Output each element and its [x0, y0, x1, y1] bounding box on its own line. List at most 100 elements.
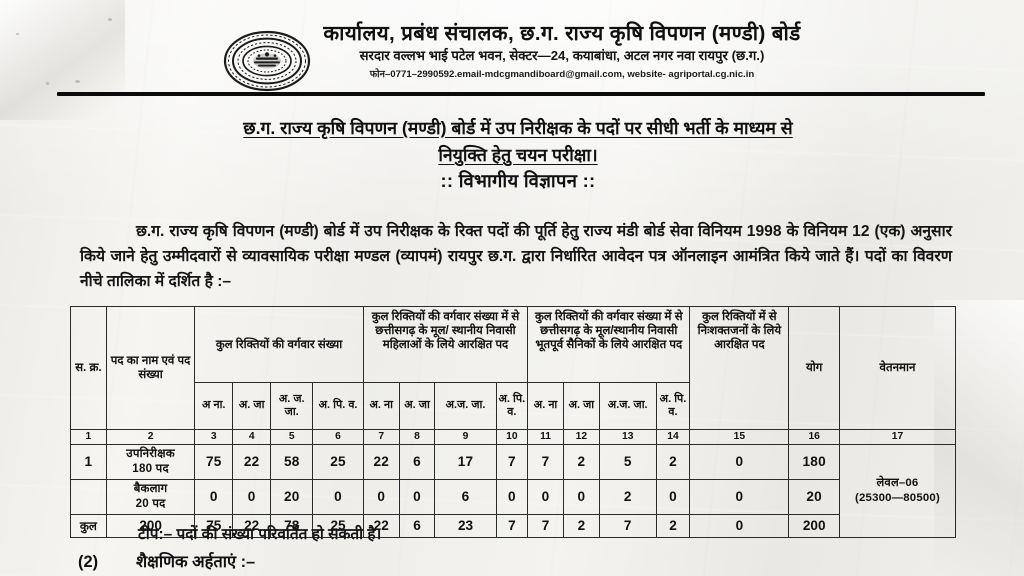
- total-value: 7: [495, 514, 529, 538]
- total-sum: 200: [788, 514, 840, 538]
- row-post-name: बैकलाग: [133, 482, 168, 496]
- row-value: 20: [270, 479, 314, 515]
- header-category-cell: अ. जा: [232, 382, 272, 430]
- row-value: 0: [194, 479, 234, 515]
- office-address: सरदार वल्लभ भाई पटेल भवन, सेक्टर—24, कया…: [359, 48, 765, 64]
- row-value: 0: [527, 479, 564, 515]
- office-title: कार्यालय, प्रबंध संचालक, छ.ग. राज्य कृषि…: [323, 22, 801, 45]
- row-value: 5: [598, 444, 657, 480]
- col-number: 15: [689, 429, 790, 445]
- row-value: 58: [270, 444, 314, 480]
- section-2-heading: (2) शैक्षणिक अर्हताएं :–: [78, 549, 255, 572]
- row-value: 0: [562, 479, 600, 515]
- total-value: 2: [655, 514, 691, 538]
- pay-level: लेवल–06: [876, 476, 919, 489]
- total-value: 7: [598, 514, 657, 538]
- col-number: 17: [838, 429, 957, 445]
- col-number: 4: [232, 429, 272, 445]
- total-value: 6: [398, 514, 436, 538]
- header-exservicemen-reserved: कुल रिक्तियों की वर्गवार संख्या में से छ…: [527, 306, 691, 383]
- table-note: टीप:– पदों की संख्या परिवर्तित हो सकती ह…: [138, 526, 382, 543]
- header-total-vacancies-categorywise: कुल रिक्तियों की वर्गवार संख्या: [194, 306, 364, 383]
- col-number: 7: [362, 429, 400, 445]
- col-number: 11: [527, 429, 564, 445]
- total-value: 23: [434, 514, 497, 538]
- row-value: 2: [598, 479, 657, 515]
- advertisement-heading: :: विभागीय विज्ञापन ::: [440, 170, 596, 191]
- table-row: 1 उपनिरीक्षक 180 पद 75 22 58 25 22 6 17 …: [70, 444, 957, 538]
- header-category-cell: अ. पि. व.: [312, 382, 364, 430]
- total-value: 78: [270, 514, 314, 538]
- col-number: 14: [655, 429, 691, 445]
- row-post-name: उपनिरीक्षक: [126, 447, 175, 461]
- section-2-title: शैक्षणिक अर्हताएं :–: [136, 553, 256, 571]
- row-total: 180: [788, 444, 840, 480]
- row-value: 2: [562, 444, 600, 480]
- total-label: कुल: [70, 514, 107, 538]
- total-value: 7: [527, 514, 564, 538]
- row-total: 20: [788, 479, 840, 515]
- row-value: 7: [527, 444, 564, 480]
- subject-line-1: छ.ग. राज्य कृषि विपणन (मण्डी) बोर्ड में …: [243, 118, 793, 138]
- row-value: 0: [362, 479, 400, 515]
- state-emblem-seal-icon: [224, 30, 311, 92]
- col-number: 1: [70, 429, 107, 445]
- header-category-cell: अ. पि. व.: [495, 382, 529, 430]
- total-value: 25: [312, 514, 364, 538]
- office-contact: फोन–0771–2990592.email-mdcgmandiboard@gm…: [369, 68, 755, 80]
- row-value: 17: [434, 444, 497, 480]
- col-number: 9: [434, 429, 497, 445]
- header-category-cell: अ. जा: [562, 382, 600, 430]
- header-divider-rule: [57, 92, 985, 96]
- col-number: 8: [398, 429, 436, 445]
- row-value: 6: [398, 444, 436, 480]
- row-value: 0: [232, 479, 272, 515]
- header-category-cell: अ. जा: [398, 382, 436, 430]
- table-group-header-row: स. क्र. पद का नाम एवं पद संख्या कुल रिक्…: [70, 306, 957, 430]
- col-number: 3: [194, 429, 234, 445]
- letterhead-text: कार्यालय, प्रबंध संचालक, छ.ग. राज्य कृषि…: [323, 22, 800, 81]
- subject-heading: छ.ग. राज्य कृषि विपणन (मण्डी) बोर्ड में …: [78, 115, 958, 170]
- header-category-cell: अ ना.: [194, 382, 234, 430]
- table-total-row: कुल 200 75 22 78 25 22 6 23 7 7 2 7 2 0 …: [70, 514, 956, 538]
- row-value: 0: [655, 479, 691, 515]
- row-value: 0: [689, 479, 790, 515]
- total-value: 0: [689, 514, 790, 538]
- row-post-count: 180 पद: [132, 462, 169, 475]
- row-sno: [70, 479, 107, 515]
- row-value: 7: [495, 444, 529, 480]
- header-category-cell: अ.ज. जा.: [434, 382, 497, 430]
- header-pay-scale: वेतनमान: [838, 306, 957, 430]
- row-post-count: 20 पद: [135, 497, 166, 510]
- col-number: 2: [105, 429, 196, 445]
- vacancy-table-wrapper: स. क्र. पद का नाम एवं पद संख्या कुल रिक्…: [70, 306, 957, 538]
- row-sno: 1: [70, 444, 107, 480]
- header-category-cell: अ. ना: [527, 382, 564, 430]
- total-value: 2: [562, 514, 600, 538]
- pay-range: (25300—80500): [855, 492, 940, 504]
- row-post: बैकलाग 20 पद: [105, 479, 196, 515]
- header-disabled-reserved: कुल रिक्तियों में से निःशक्तजनों के लिये…: [689, 306, 790, 430]
- letterhead: कार्यालय, प्रबंध संचालक, छ.ग. राज्य कृषि…: [0, 22, 1024, 92]
- header-category-cell: अ. ज. जा.: [270, 382, 314, 430]
- table-row: बैकलाग 20 पद 0 0 20 0 0 0 6 0 0 0 2 0 0: [70, 479, 956, 515]
- subject-line-2: नियुक्ति हेतु चयन परीक्षा।: [438, 145, 598, 166]
- header-sno: स. क्र.: [70, 306, 107, 430]
- col-number: 6: [312, 429, 364, 445]
- row-value: 0: [495, 479, 529, 515]
- row-value: 25: [312, 444, 364, 480]
- col-number: 5: [270, 429, 314, 445]
- row-value: 75: [194, 444, 234, 480]
- total-value: 22: [362, 514, 400, 538]
- row-value: 0: [689, 444, 790, 480]
- row-value: 22: [362, 444, 400, 480]
- row-post: उपनिरीक्षक 180 पद: [105, 444, 196, 480]
- total-value: 22: [232, 514, 272, 538]
- table-category-header-row: अ ना. अ. जा अ. ज. जा. अ. पि. व. अ. ना अ.…: [71, 382, 956, 430]
- col-number: 13: [598, 429, 657, 445]
- col-number: 10: [495, 429, 529, 445]
- section-2-number: (2): [78, 553, 99, 571]
- header-women-reserved: कुल रिक्तियों की वर्गवार संख्या में से छ…: [362, 306, 529, 383]
- row-value: 0: [312, 479, 364, 515]
